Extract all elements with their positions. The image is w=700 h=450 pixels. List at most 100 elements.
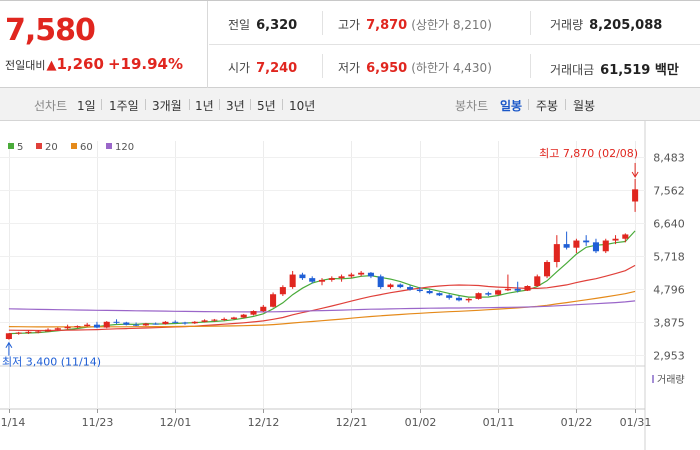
candle-body xyxy=(583,240,590,243)
prev-close-label: 전일 xyxy=(228,18,251,32)
candle-body xyxy=(358,272,365,275)
legend-label: 5 xyxy=(17,142,23,153)
candle-body xyxy=(367,272,374,277)
change-label: 전일대비 xyxy=(5,59,46,72)
high-cell: 고가 7,870 (상한가 8,210) xyxy=(338,16,492,33)
range-1y[interactable]: 1년 xyxy=(195,99,214,113)
line-chart-label[interactable]: 선차트 xyxy=(34,99,68,113)
legend-label: 20 xyxy=(45,142,58,153)
candle-body xyxy=(592,242,600,252)
candle-body xyxy=(54,328,61,330)
candle-body xyxy=(162,321,169,324)
quote-panel: 7,580 전일대비▲1,260 +19.94% 전일 6,320 고가 7,870(… xyxy=(0,0,700,88)
candle-body xyxy=(172,321,179,323)
x-tick-label: 01/02 xyxy=(405,416,437,429)
ma120-line xyxy=(8,300,636,313)
y-tick-label: 2,953 xyxy=(653,350,685,363)
candle-body xyxy=(495,290,502,295)
candle-body xyxy=(485,293,492,295)
ma20-line xyxy=(8,264,636,332)
period-daily[interactable]: 일봉 xyxy=(500,99,523,113)
chart-svg[interactable]: 5 20 60 120 거래량 11/14 11/23 12/01 12/12 12/21 01… xyxy=(0,121,700,450)
range-5y[interactable]: 5년 xyxy=(257,99,276,113)
candle-body xyxy=(191,321,198,324)
high-label: 고가 xyxy=(338,18,361,32)
x-tick-label: 01/22 xyxy=(561,416,593,429)
candle-body xyxy=(123,322,130,325)
candle-body xyxy=(426,291,433,294)
volume-legend-label: 거래량 xyxy=(657,374,685,386)
ma60-line xyxy=(8,290,636,328)
volume-label: 거래량 xyxy=(550,18,584,32)
candle-body xyxy=(622,234,629,239)
y-tick-label: 7,562 xyxy=(653,185,685,198)
candle-body xyxy=(573,240,580,248)
x-tick-label: 01/11 xyxy=(483,416,515,429)
stock-chart[interactable]: 5 20 60 120 거래량 11/14 11/23 12/01 12/12 12/21 01… xyxy=(0,121,700,450)
change-value: 1,260 xyxy=(56,55,104,73)
y-tick-label: 8,483 xyxy=(653,152,685,165)
change-percent: +19.94% xyxy=(107,55,183,73)
period-monthly[interactable]: 월봉 xyxy=(573,99,596,113)
candle-body xyxy=(142,323,149,326)
candle-body xyxy=(270,294,277,307)
candle-body xyxy=(250,311,257,315)
candle-body xyxy=(377,276,384,288)
low-cell: 저가 6,950 (하한가 4,430) xyxy=(338,59,492,76)
legend-label: 60 xyxy=(80,142,93,153)
range-3m[interactable]: 3개월 xyxy=(152,99,182,113)
range-10y[interactable]: 10년 xyxy=(289,99,316,113)
candle-body xyxy=(465,298,472,301)
y-tick-label: 4,796 xyxy=(653,284,685,297)
prev-close-value: 6,320 xyxy=(256,18,298,33)
candle-body xyxy=(44,329,52,332)
chart-toolbar: 선차트 1일 1주일 3개월 1년 3년 5년 10년 봉차트 일봉 주봉 월봉 xyxy=(0,88,700,121)
x-tick-label: 11/14 xyxy=(0,416,25,429)
candle-body xyxy=(74,326,81,328)
candle-body xyxy=(553,244,560,263)
turnover-cell: 거래대금 61,519 백만 xyxy=(550,59,679,78)
high-value: 7,870 xyxy=(366,18,408,33)
price-box: 7,580 전일대비▲1,260 +19.94% xyxy=(0,1,208,88)
candle-body xyxy=(475,293,482,299)
candle-chart-label[interactable]: 봉차트 xyxy=(455,99,489,113)
candle-body xyxy=(289,274,296,288)
candle-body xyxy=(348,274,355,277)
candle-body xyxy=(84,324,91,327)
candle-body xyxy=(563,244,570,248)
volume-cell: 거래량 8,205,088 xyxy=(550,16,662,33)
open-cell: 시가 7,240 xyxy=(228,59,297,76)
candle-body xyxy=(416,289,423,292)
candle-body xyxy=(25,331,32,333)
change-row: 전일대비▲1,260 +19.94% xyxy=(5,55,183,73)
candle-body xyxy=(93,324,100,328)
range-1d[interactable]: 1일 xyxy=(77,99,96,113)
range-1w[interactable]: 1주일 xyxy=(109,99,139,113)
x-tick-label: 12/01 xyxy=(160,416,192,429)
candle-body xyxy=(602,240,609,252)
candle-body xyxy=(524,286,531,291)
candle-body xyxy=(544,262,551,277)
min-arrowhead-icon xyxy=(5,341,13,348)
candle-body xyxy=(221,318,228,320)
x-tick-label: 11/23 xyxy=(82,416,114,429)
candle-body xyxy=(201,320,208,322)
candle-body xyxy=(309,278,316,282)
range-3y[interactable]: 3년 xyxy=(226,99,245,113)
x-tick-label: 01/31 xyxy=(620,416,652,429)
period-weekly[interactable]: 주봉 xyxy=(536,99,559,113)
candle-body xyxy=(35,331,42,333)
open-value: 7,240 xyxy=(256,61,298,76)
up-arrow-icon: ▲ xyxy=(46,58,57,73)
candle-body xyxy=(504,288,511,291)
x-tick-label: 12/12 xyxy=(248,416,280,429)
turnover-label: 거래대금 xyxy=(550,63,595,77)
y-tick-label: 5,718 xyxy=(653,251,685,264)
candle-body xyxy=(338,276,345,279)
candle-body xyxy=(279,287,286,295)
min-annotation: 최저 3,400 (11/14) xyxy=(2,356,101,369)
candle-body xyxy=(387,284,394,288)
candle-body xyxy=(103,321,110,328)
candle-body xyxy=(534,276,541,287)
volume-value: 8,205,088 xyxy=(589,18,663,33)
